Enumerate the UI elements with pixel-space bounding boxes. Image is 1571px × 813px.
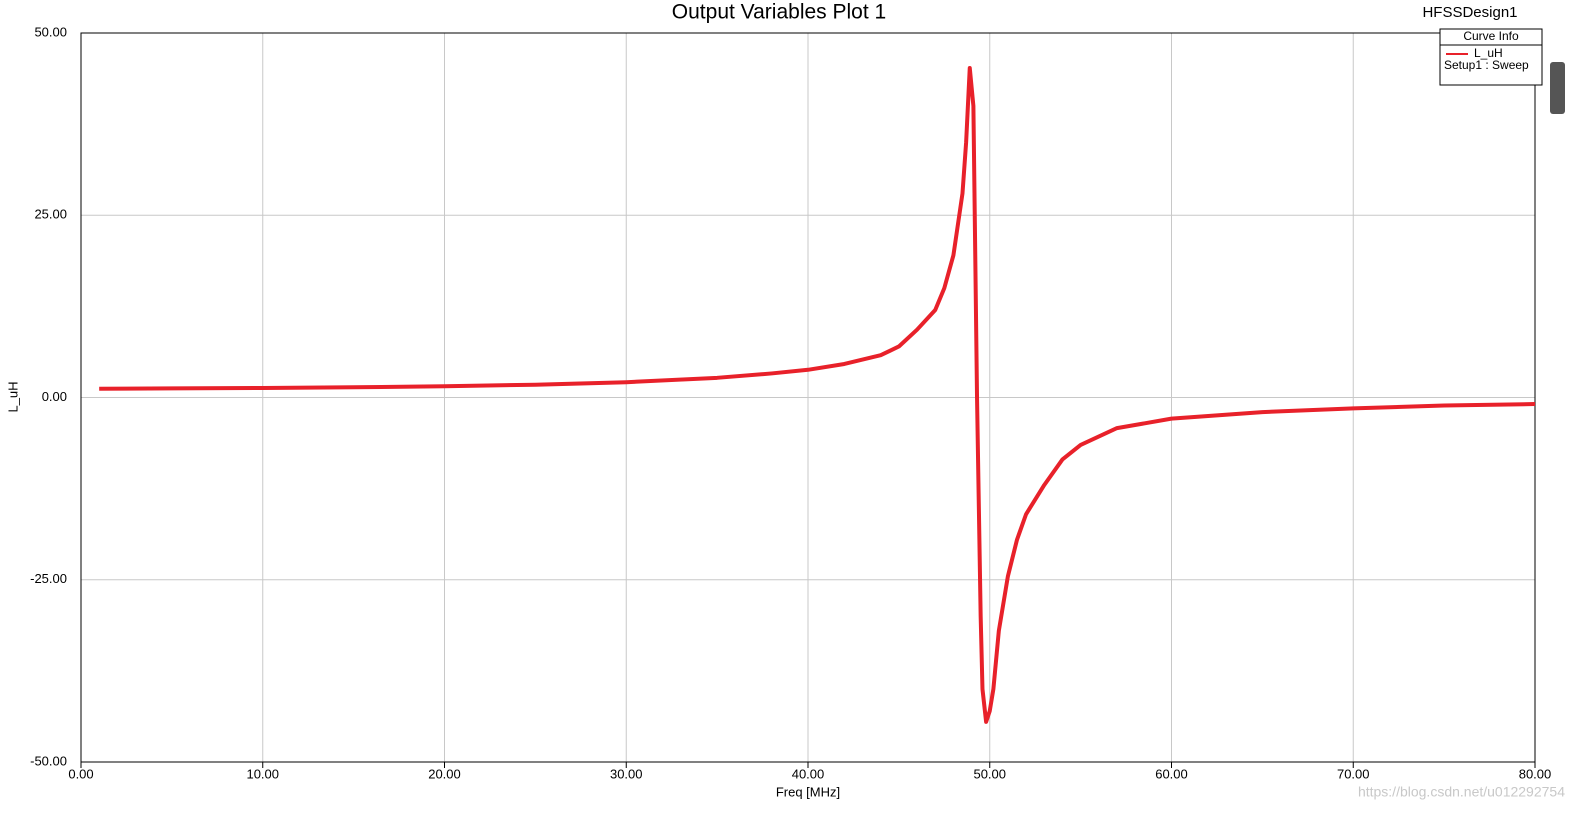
y-tick-label: -50.00 [30, 753, 67, 768]
y-tick-label: 25.00 [34, 207, 67, 222]
x-tick-label: 10.00 [246, 766, 279, 781]
x-tick-label: 0.00 [68, 766, 93, 781]
x-tick-label: 70.00 [1337, 766, 1370, 781]
x-tick-label: 80.00 [1519, 766, 1552, 781]
scroll-handle[interactable] [1550, 62, 1565, 114]
design-name: HFSSDesign1 [1422, 4, 1517, 21]
x-tick-label: 40.00 [792, 766, 825, 781]
data-line [99, 65, 1536, 724]
y-tick-label: 50.00 [34, 24, 67, 39]
legend-box [1439, 28, 1543, 86]
chart-title: Output Variables Plot 1 [672, 1, 886, 24]
y-tick-label: -25.00 [30, 571, 67, 586]
x-axis-label: Freq [MHz] [776, 784, 840, 799]
legend-label: L_uH [1474, 46, 1503, 60]
x-tick-label: 60.00 [1155, 766, 1188, 781]
x-tick-label: 50.00 [973, 766, 1006, 781]
legend-title: Curve Info [1463, 29, 1519, 43]
y-axis-label: L_uH [5, 381, 20, 412]
plot-frame [80, 32, 1536, 763]
y-tick-label: 0.00 [42, 389, 67, 404]
legend-source: Setup1 : Sweep [1444, 58, 1529, 72]
watermark: https://blog.csdn.net/u012292754 [1358, 784, 1565, 800]
x-tick-label: 20.00 [428, 766, 461, 781]
x-tick-label: 30.00 [610, 766, 643, 781]
legend: Curve Info L_uH Setup1 : Sweep [1439, 28, 1543, 86]
